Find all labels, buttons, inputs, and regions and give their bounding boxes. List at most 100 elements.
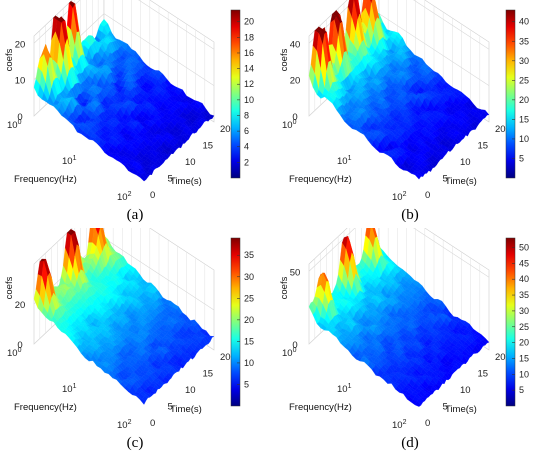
time-tick-label: 10 [185, 385, 196, 396]
frequency-tick-label: 101 [62, 155, 77, 167]
surface-c [33, 228, 215, 405]
colorbar-tick-label: 10 [244, 358, 254, 368]
z-tick-label: 0 [292, 340, 297, 351]
colorbar-tick-label: 20 [244, 17, 254, 27]
z-tick-label: 20 [15, 39, 26, 50]
frequency-axis-label: Frequency(Hz) [14, 174, 77, 185]
frequency-tick-label: 102 [117, 419, 132, 431]
colorbar-tick-label: 50 [519, 243, 529, 253]
colorbar-d: 5 10 15 20 25 30 35 40 45 50 [505, 237, 529, 407]
time-axis-label: Time(s) [445, 404, 477, 415]
colorbar-tick-label: 10 [519, 369, 529, 379]
time-tick-label: 15 [478, 141, 489, 152]
panel-d: 0 5 10 15 20 100 101 102 0 50 coefs Frequency(Hz) Ti… [275, 228, 550, 456]
z-tick-label: 20 [15, 300, 26, 311]
time-tick-label: 5 [443, 174, 448, 185]
colorbar-tick-label: 15 [519, 353, 529, 363]
colorbar-tick-label: 15 [519, 114, 529, 124]
colorbar-tick-label: 20 [244, 315, 254, 325]
colorbar-tick-label: 30 [519, 306, 529, 316]
colorbar-tick-label: 25 [519, 75, 529, 85]
colorbar-tick-label: 30 [244, 272, 254, 282]
time-axis-label: Time(s) [170, 176, 202, 187]
colorbar-tick-label: 10 [244, 95, 254, 105]
colorbar-tick-label: 40 [519, 274, 529, 284]
surface-plot-b: 0510152010010110202040coefsFrequency(Hz)… [279, 0, 529, 223]
z-tick-label: 0 [292, 112, 297, 123]
frequency-tick-label: 102 [392, 191, 407, 203]
panel-a: 0 5 10 15 20 100 101 102 0 10 20 coefs Frequency(Hz)… [0, 0, 275, 228]
panel-caption: (c) [127, 435, 144, 451]
colorbar-tick-label: 25 [519, 322, 529, 332]
panel-caption: (b) [401, 207, 419, 223]
time-tick-label: 0 [425, 418, 430, 429]
time-tick-label: 0 [150, 190, 155, 201]
time-tick-label: 5 [168, 174, 173, 185]
colorbar-tick-label: 12 [244, 79, 254, 89]
frequency-tick-label: 102 [117, 191, 132, 203]
time-tick-label: 15 [478, 369, 489, 380]
colorbar-tick-label: 35 [519, 36, 529, 46]
frequency-axis-label: Frequency(Hz) [289, 402, 352, 413]
z-tick-label: 20 [290, 76, 301, 87]
colorbar-tick-label: 35 [244, 250, 254, 260]
surface-d [308, 228, 490, 407]
colorbar-tick-label: 8 [244, 110, 249, 120]
time-tick-label: 15 [203, 141, 214, 152]
surface-a [33, 0, 215, 182]
time-tick-label: 10 [460, 157, 471, 168]
time-tick-label: 10 [460, 385, 471, 396]
z-axis-label: coefs [279, 276, 290, 299]
time-tick-label: 20 [495, 352, 506, 363]
z-axis-label: coefs [4, 48, 15, 71]
panel-b: 0 5 10 15 20 100 101 102 0 20 40 coefs Frequency(Hz)… [275, 0, 550, 228]
time-tick-label: 10 [185, 157, 196, 168]
frequency-tick-label: 101 [337, 383, 352, 395]
time-tick-label: 20 [495, 124, 506, 135]
colorbar-tick-label: 10 [519, 134, 529, 144]
time-tick-label: 20 [220, 124, 231, 135]
time-tick-label: 20 [220, 352, 231, 363]
colorbar-tick-label: 45 [519, 258, 529, 268]
colorbar-tick-label: 4 [244, 142, 249, 152]
colorbar-tick-label: 15 [244, 336, 254, 346]
colorbar-tick-label: 18 [244, 32, 254, 42]
frequency-tick-label: 101 [62, 383, 77, 395]
time-axis-label: Time(s) [445, 176, 477, 187]
colorbar-tick-label: 5 [519, 153, 524, 163]
colorbar-tick-label: 25 [244, 293, 254, 303]
time-tick-label: 0 [150, 418, 155, 429]
z-axis-label: coefs [4, 276, 15, 299]
colorbar-tick-label: 14 [244, 64, 254, 74]
colorbar-tick-label: 6 [244, 126, 249, 136]
panel-c: 0 5 10 15 20 100 101 102 0 20 coefs Frequency(Hz) Ti… [0, 228, 275, 456]
colorbar-tick-label: 16 [244, 48, 254, 58]
z-tick-label: 50 [290, 267, 301, 278]
time-tick-label: 0 [425, 190, 430, 201]
colorbar-tick-label: 20 [519, 95, 529, 105]
surface-plot-a: 0510152010010110201020coefsFrequency(Hz)… [4, 0, 254, 223]
frequency-axis-label: Frequency(Hz) [14, 402, 77, 413]
colorbar-c: 5 10 15 20 25 30 35 [230, 237, 254, 407]
panel-caption: (d) [401, 435, 419, 451]
z-tick-label: 0 [17, 340, 22, 351]
colorbar-tick-label: 5 [244, 379, 249, 389]
time-tick-label: 5 [443, 402, 448, 413]
time-axis-label: Time(s) [170, 404, 202, 415]
z-tick-label: 40 [290, 39, 301, 50]
z-tick-label: 10 [15, 76, 26, 87]
colorbar-tick-label: 30 [519, 56, 529, 66]
time-tick-label: 15 [203, 369, 214, 380]
colorbar-tick-label: 35 [519, 290, 529, 300]
frequency-tick-label: 101 [337, 155, 352, 167]
colorbar-tick-label: 20 [519, 338, 529, 348]
frequency-axis-label: Frequency(Hz) [289, 174, 352, 185]
colorbar-tick-label: 2 [244, 157, 249, 167]
surface-b [308, 0, 490, 180]
colorbar-a: 2 4 6 8 10 12 14 16 18 20 [230, 9, 254, 179]
time-tick-label: 5 [168, 402, 173, 413]
colorbar-tick-label: 40 [519, 17, 529, 27]
